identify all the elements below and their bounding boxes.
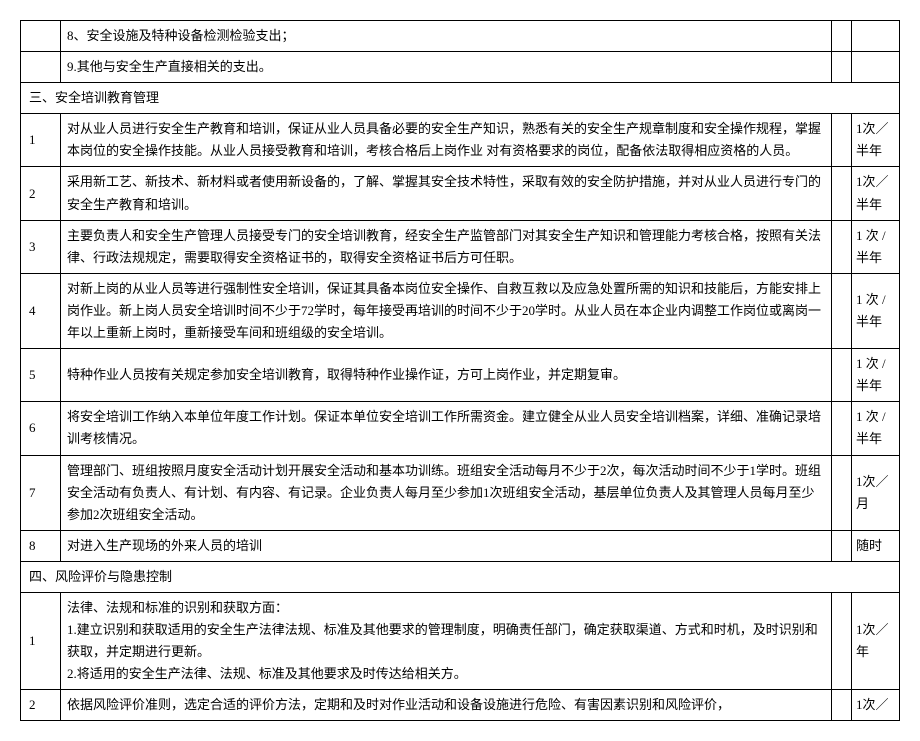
row-content: 对新上岗的从业人员等进行强制性安全培训，保证其具备本岗位安全操作、自救互救以及应… [61,273,832,348]
row-content: 法律、法规和标准的识别和获取方面：1.建立识别和获取适用的安全生产法律法规、标准… [61,592,832,689]
row-content: 采用新工艺、新技术、新材料或者使用新设备的，了解、掌握其安全技术特性，采取有效的… [61,167,832,220]
row-num: 2 [21,167,61,220]
row-gap [832,21,852,52]
table-row: 1 法律、法规和标准的识别和获取方面：1.建立识别和获取适用的安全生产法律法规、… [21,592,900,689]
row-freq [852,52,900,83]
row-content: 对从业人员进行安全生产教育和培训，保证从业人员具备必要的安全生产知识，熟悉有关的… [61,114,832,167]
row-content: 依据风险评价准则，选定合适的评价方法，定期和及时对作业活动和设备设施进行危险、有… [61,690,832,721]
row-freq: 1 次 / 半年 [852,273,900,348]
row-content: 对进入生产现场的外来人员的培训 [61,530,832,561]
table-row: 7 管理部门、班组按照月度安全活动计划开展安全活动和基本功训练。班组安全活动每月… [21,455,900,530]
row-gap [832,349,852,402]
row-num: 5 [21,349,61,402]
row-gap [832,690,852,721]
table-body: 8、安全设施及特种设备检测检验支出； 9.其他与安全生产直接相关的支出。 三、安… [21,21,900,721]
document-page: 8、安全设施及特种设备检测检验支出； 9.其他与安全生产直接相关的支出。 三、安… [20,20,900,721]
section-header: 三、安全培训教育管理 [21,83,900,114]
row-freq: 1 次 / 半年 [852,220,900,273]
table-row: 6 将安全培训工作纳入本单位年度工作计划。保证本单位安全培训工作所需资金。建立健… [21,402,900,455]
section-header: 四、风险评价与隐患控制 [21,561,900,592]
main-table: 8、安全设施及特种设备检测检验支出； 9.其他与安全生产直接相关的支出。 三、安… [20,20,900,721]
row-gap [832,455,852,530]
row-content: 主要负责人和安全生产管理人员接受专门的安全培训教育，经安全生产监管部门对其安全生… [61,220,832,273]
row-content: 9.其他与安全生产直接相关的支出。 [61,52,832,83]
row-freq: 1次／半年 [852,114,900,167]
row-gap [832,530,852,561]
row-content: 管理部门、班组按照月度安全活动计划开展安全活动和基本功训练。班组安全活动每月不少… [61,455,832,530]
row-freq: 1次／月 [852,455,900,530]
row-freq: 1 次 / 半年 [852,349,900,402]
row-gap [832,273,852,348]
row-num: 8 [21,530,61,561]
section-title: 四、风险评价与隐患控制 [21,561,900,592]
table-row: 1 对从业人员进行安全生产教育和培训，保证从业人员具备必要的安全生产知识，熟悉有… [21,114,900,167]
row-num: 4 [21,273,61,348]
row-freq: 1次／年 [852,592,900,689]
row-content: 特种作业人员按有关规定参加安全培训教育，取得特种作业操作证，方可上岗作业，并定期… [61,349,832,402]
row-num [21,52,61,83]
row-freq: 1 次 / 半年 [852,402,900,455]
table-row: 2 采用新工艺、新技术、新材料或者使用新设备的，了解、掌握其安全技术特性，采取有… [21,167,900,220]
row-num [21,21,61,52]
table-row: 4 对新上岗的从业人员等进行强制性安全培训，保证其具备本岗位安全操作、自救互救以… [21,273,900,348]
table-row: 3 主要负责人和安全生产管理人员接受专门的安全培训教育，经安全生产监管部门对其安… [21,220,900,273]
row-gap [832,167,852,220]
row-num: 1 [21,114,61,167]
table-row: 5 特种作业人员按有关规定参加安全培训教育，取得特种作业操作证，方可上岗作业，并… [21,349,900,402]
table-row: 8、安全设施及特种设备检测检验支出； [21,21,900,52]
table-row: 8 对进入生产现场的外来人员的培训 随时 [21,530,900,561]
row-num: 1 [21,592,61,689]
table-row: 9.其他与安全生产直接相关的支出。 [21,52,900,83]
row-gap [832,52,852,83]
table-row: 2 依据风险评价准则，选定合适的评价方法，定期和及时对作业活动和设备设施进行危险… [21,690,900,721]
row-num: 7 [21,455,61,530]
row-num: 6 [21,402,61,455]
row-num: 2 [21,690,61,721]
row-freq: 1次／半年 [852,167,900,220]
row-content: 将安全培训工作纳入本单位年度工作计划。保证本单位安全培训工作所需资金。建立健全从… [61,402,832,455]
section-title: 三、安全培训教育管理 [21,83,900,114]
row-gap [832,592,852,689]
row-gap [832,114,852,167]
row-gap [832,220,852,273]
row-freq: 随时 [852,530,900,561]
row-num: 3 [21,220,61,273]
row-gap [832,402,852,455]
row-content: 8、安全设施及特种设备检测检验支出； [61,21,832,52]
row-freq: 1次／ [852,690,900,721]
row-freq [852,21,900,52]
